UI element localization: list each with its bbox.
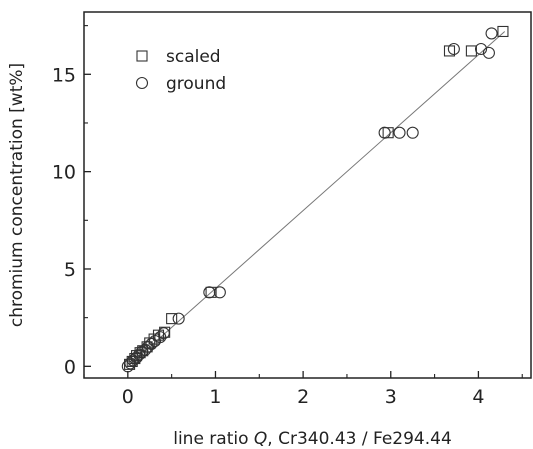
- scaled-point: [166, 313, 178, 325]
- ground-point: [133, 348, 146, 361]
- x-tick-label: 0: [122, 386, 134, 408]
- legend-scaled-marker: [136, 50, 148, 62]
- ground-point: [157, 327, 170, 340]
- legend: scaled ground: [135, 47, 226, 94]
- plot-frame: [83, 11, 532, 379]
- legend-ground-marker: [135, 76, 149, 90]
- x-axis-label: line ratio Q, Cr340.43 / Fe294.44: [173, 429, 452, 449]
- scaled-point: [465, 45, 477, 57]
- y-tick-label: 5: [64, 259, 76, 281]
- plot-marks: [121, 25, 509, 373]
- ground-point: [474, 42, 488, 56]
- ground-point: [145, 337, 158, 350]
- ground-point: [406, 126, 419, 139]
- ground-point: [378, 126, 391, 139]
- y-tick-label: 15: [52, 64, 76, 86]
- scaled-point: [382, 127, 394, 139]
- ground-point: [482, 46, 495, 59]
- ground-point: [154, 331, 167, 344]
- ground-point: [447, 42, 460, 56]
- ground-point: [393, 126, 406, 139]
- x-tick-label: 2: [297, 386, 309, 408]
- axis-ticks: 0 1 2 3 4 0 5 10 15: [52, 25, 523, 408]
- x-tick-label: 4: [472, 386, 484, 408]
- fit-line: [127, 31, 506, 367]
- y-axis-label: chromium concentration [wt%]: [7, 63, 27, 327]
- scaled-point: [497, 25, 509, 38]
- ground-point: [203, 286, 216, 299]
- legend-scaled-label: scaled: [166, 47, 221, 67]
- x-tick-label: 3: [385, 386, 397, 408]
- ground-point: [172, 312, 185, 325]
- y-tick-label: 0: [64, 356, 76, 378]
- x-tick-label: 1: [209, 386, 221, 408]
- legend-ground-label: ground: [166, 74, 226, 94]
- ground-point: [213, 286, 226, 299]
- ground-point: [485, 27, 498, 40]
- y-tick-label: 10: [52, 162, 76, 184]
